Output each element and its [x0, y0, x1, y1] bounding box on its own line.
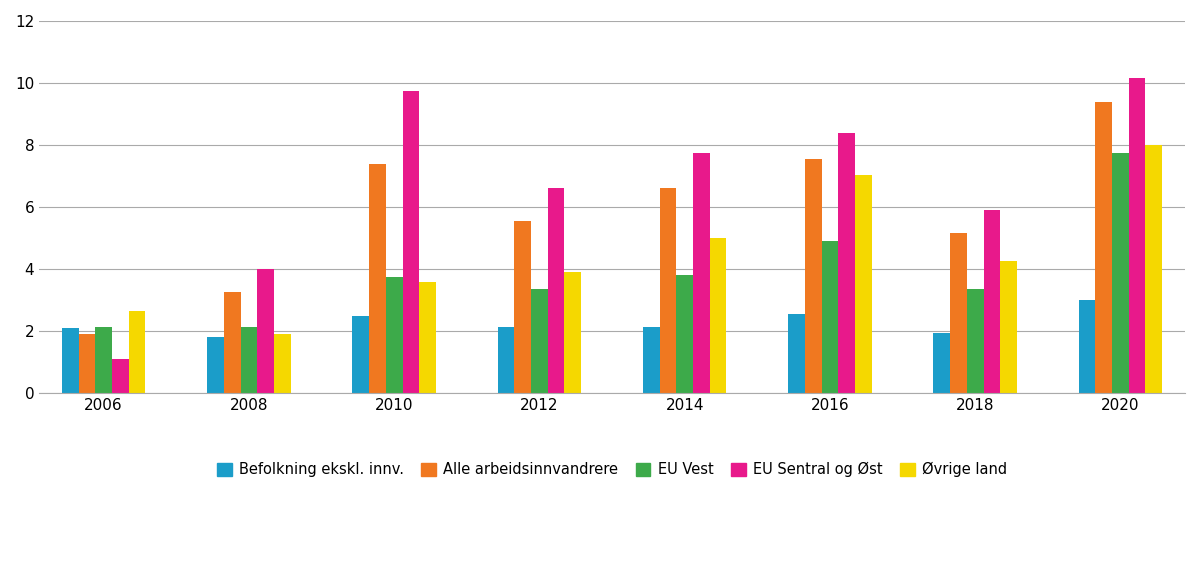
Bar	[128, 311, 145, 393]
Bar	[934, 333, 950, 393]
Bar	[274, 334, 290, 393]
Legend: Befolkning ekskl. innv., Alle arbeidsinnvandrere, EU Vest, EU Sentral og Øst, Øv: Befolkning ekskl. innv., Alle arbeidsinn…	[211, 456, 1013, 483]
Bar	[1001, 261, 1016, 393]
Bar	[112, 359, 128, 393]
Bar	[660, 188, 677, 393]
Bar	[370, 164, 386, 393]
Bar	[402, 91, 419, 393]
Bar	[208, 337, 224, 393]
Bar	[1146, 145, 1162, 393]
Bar	[532, 289, 547, 393]
Bar	[643, 327, 660, 393]
Bar	[854, 174, 871, 393]
Bar	[1096, 102, 1112, 393]
Bar	[564, 272, 581, 393]
Bar	[386, 277, 402, 393]
Bar	[498, 327, 515, 393]
Bar	[547, 188, 564, 393]
Bar	[788, 314, 805, 393]
Bar	[694, 153, 709, 393]
Bar	[967, 289, 984, 393]
Bar	[805, 159, 822, 393]
Bar	[1079, 300, 1096, 393]
Bar	[984, 210, 1001, 393]
Bar	[419, 281, 436, 393]
Bar	[677, 275, 694, 393]
Bar	[822, 241, 839, 393]
Bar	[1112, 153, 1129, 393]
Bar	[95, 327, 112, 393]
Bar	[240, 327, 257, 393]
Bar	[257, 269, 274, 393]
Bar	[515, 221, 532, 393]
Bar	[353, 316, 370, 393]
Bar	[1129, 78, 1146, 393]
Bar	[839, 133, 854, 393]
Bar	[950, 233, 967, 393]
Bar	[224, 292, 240, 393]
Bar	[62, 328, 79, 393]
Bar	[709, 238, 726, 393]
Bar	[79, 334, 95, 393]
